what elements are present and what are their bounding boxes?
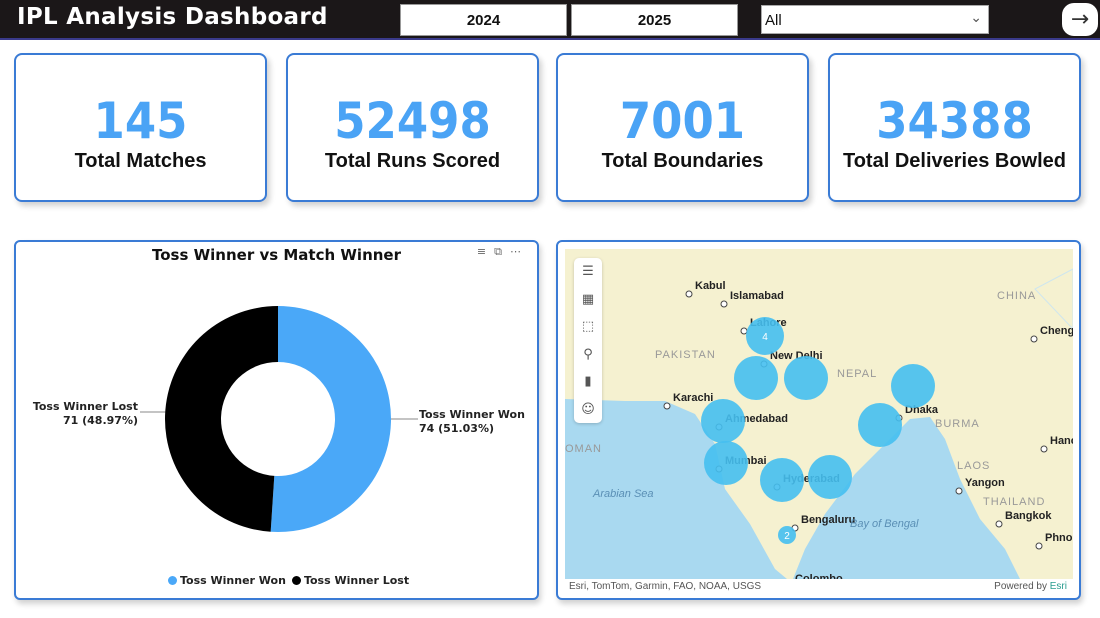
river-line (1034, 268, 1073, 330)
kpi-value: 34388 (876, 92, 1033, 150)
region-label: THAILAND (983, 496, 1045, 508)
dropdown-value: All (765, 12, 782, 29)
dashboard-title: IPL Analysis Dashboard (17, 4, 328, 30)
city-label: Phnom (1045, 532, 1073, 544)
city-marker (663, 402, 671, 410)
donut-slice-lost[interactable] (164, 306, 278, 532)
data-label-won: Toss Winner Won 74 (51.03%) (419, 408, 525, 436)
region-label: OMAN (565, 443, 602, 455)
data-label-lost: Toss Winner Lost 71 (48.97%) (16, 400, 138, 428)
kpi-total-boundaries: 7001 Total Boundaries (556, 53, 809, 202)
selection-icon[interactable]: ⬚ (581, 319, 595, 335)
venue-bubble[interactable] (808, 455, 852, 499)
venue-bubble[interactable] (760, 458, 804, 502)
city-label: Chengdu (1040, 325, 1073, 337)
chart-legend: Toss Winner Won Toss Winner Lost (168, 574, 409, 587)
kpi-label: Total Runs Scored (324, 150, 501, 172)
season-2025-button[interactable]: 2025 (571, 4, 738, 36)
label-value: 74 (51.03%) (419, 422, 495, 435)
season-2024-button[interactable]: 2024 (400, 4, 567, 36)
region-label: CHINA (997, 290, 1036, 302)
chevron-down-icon: ⌄ (970, 9, 982, 25)
focus-mode-icon[interactable]: ⧉ (494, 245, 510, 258)
venue-bubble[interactable] (891, 364, 935, 408)
city-marker (1035, 542, 1043, 550)
map-panel: KabulIslamabadLahoreNew DelhiKarachiAhme… (556, 240, 1081, 600)
cluster-count: 2 (784, 531, 790, 542)
venue-bubble[interactable] (701, 399, 745, 443)
city-label: Karachi (673, 392, 713, 404)
user-icon[interactable]: ☺ (581, 401, 595, 417)
venue-map[interactable]: KabulIslamabadLahoreNew DelhiKarachiAhme… (565, 249, 1073, 579)
chart-icon[interactable]: ▮ (584, 374, 592, 390)
city-marker (955, 487, 963, 495)
sea-label: Arabian Sea (592, 488, 654, 500)
city-marker (740, 327, 748, 335)
kpi-total-matches: 145 Total Matches (14, 53, 267, 202)
kpi-value: 145 (93, 92, 188, 150)
city-marker (1030, 335, 1038, 343)
venue-bubble[interactable] (784, 356, 828, 400)
visual-header-tools[interactable]: ≡⧉⋯ (477, 245, 529, 259)
city-label: Yangon (965, 477, 1005, 489)
venue-bubble[interactable] (778, 526, 796, 544)
city-label: Colombo (795, 573, 843, 579)
kpi-label: Total Matches (74, 150, 207, 172)
region-label: NEPAL (837, 368, 877, 380)
label-category: Toss Winner Lost (32, 400, 138, 413)
map-attribution: Esri, TomTom, Garmin, FAO, NOAA, USGS Pow… (565, 579, 1073, 596)
map-base: KabulIslamabadLahoreNew DelhiKarachiAhme… (565, 268, 1073, 579)
layers-icon[interactable]: ☰ (582, 264, 594, 280)
venue-bubble[interactable] (704, 441, 748, 485)
more-options-icon[interactable]: ⋯ (510, 245, 529, 258)
city-label: Kabul (695, 280, 726, 292)
map-toolbar: ☰ ▦ ⬚ ⚲ ▮ ☺ (574, 258, 602, 423)
city-marker (1040, 445, 1048, 453)
chart-title: Toss Winner vs Match Winner (151, 246, 402, 264)
legend-label: Toss Winner Won (180, 574, 286, 587)
venue-bubble[interactable] (858, 403, 902, 447)
city-label: Bengaluru (801, 514, 855, 526)
header-bar: IPL Analysis Dashboard 2024 2025 All ⌄ → (0, 0, 1100, 40)
powered-by-text: Powered by (994, 581, 1047, 592)
region-label: PAKISTAN (655, 349, 716, 361)
venue-bubble[interactable] (746, 317, 784, 355)
cluster-count: 4 (762, 332, 768, 343)
kpi-value: 7001 (619, 92, 746, 150)
kpi-label: Total Deliveries Bowled (842, 150, 1067, 172)
kpi-total-deliveries: 34388 Total Deliveries Bowled (828, 53, 1081, 202)
venue-bubble[interactable] (734, 356, 778, 400)
kpi-label: Total Boundaries (601, 150, 764, 172)
city-label: Islamabad (730, 290, 784, 302)
bay-of-bengal-shape (793, 417, 1020, 579)
search-icon[interactable]: ⚲ (583, 346, 593, 362)
donut-slice-won[interactable] (270, 306, 391, 532)
map-style-icon[interactable]: ▦ (581, 291, 595, 307)
attribution-text: Esri, TomTom, Garmin, FAO, NOAA, USGS (569, 581, 762, 592)
arabian-sea-shape (565, 399, 787, 579)
city-label: Bangkok (1005, 510, 1052, 522)
filter-dropdown[interactable]: All ⌄ (761, 5, 989, 34)
powered-by: Powered by Esri (994, 581, 1067, 592)
kpi-total-runs: 52498 Total Runs Scored (286, 53, 539, 202)
legend-item-won[interactable]: Toss Winner Won (168, 574, 286, 587)
kpi-value: 52498 (334, 92, 491, 150)
city-marker (720, 300, 728, 308)
arrow-right-icon[interactable]: → (1062, 3, 1098, 36)
label-value: 71 (48.97%) (62, 414, 138, 427)
label-category: Toss Winner Won (419, 408, 525, 421)
toss-chart-panel: Toss Winner vs Match Winner ≡⧉⋯ Toss Win… (14, 240, 539, 600)
city-marker (995, 520, 1003, 528)
legend-label: Toss Winner Lost (303, 574, 410, 587)
filter-icon[interactable]: ≡ (476, 245, 495, 258)
donut-chart (140, 306, 418, 532)
legend-item-lost[interactable]: Toss Winner Lost (291, 574, 410, 587)
sea-label: Bay of Bengal (850, 518, 919, 530)
city-label: Hanoi (1050, 435, 1073, 447)
city-marker (685, 290, 693, 298)
esri-link[interactable]: Esri (1049, 581, 1067, 592)
region-label: BURMA (935, 418, 980, 430)
region-label: LAOS (957, 460, 990, 472)
